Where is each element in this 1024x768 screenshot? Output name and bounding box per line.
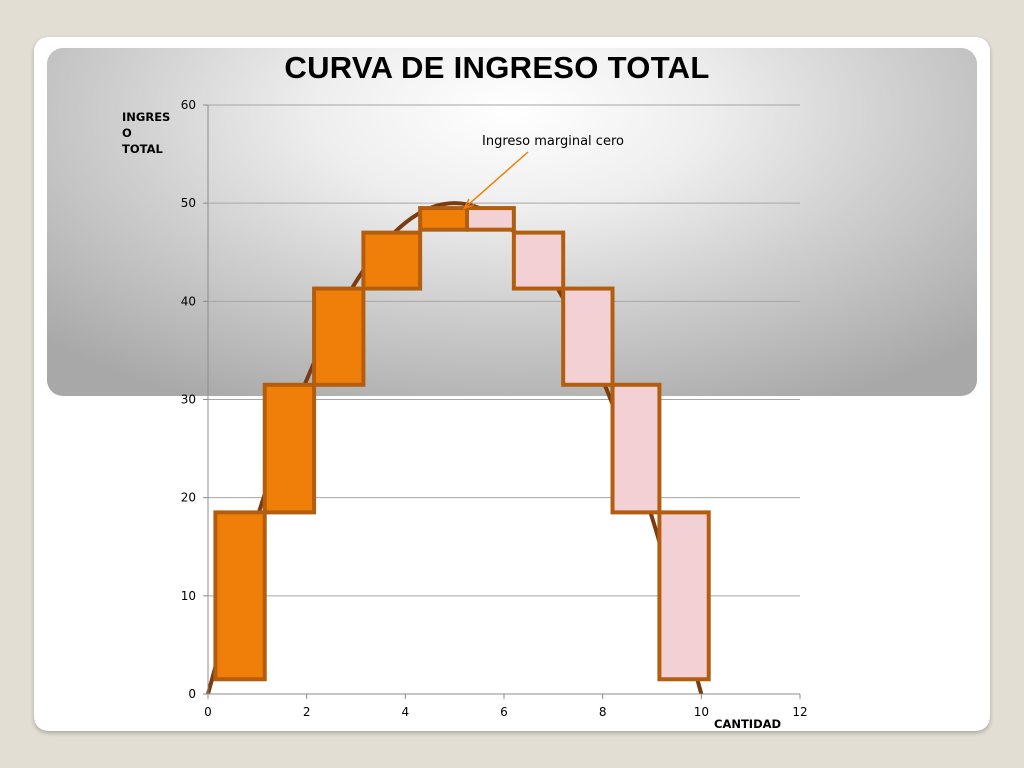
annotation-arrow-line bbox=[464, 151, 529, 209]
chart-title: CURVA DE INGRESO TOTAL bbox=[284, 50, 710, 85]
x-tick-label: 4 bbox=[402, 705, 410, 719]
annotation-label: Ingreso marginal cero bbox=[482, 134, 624, 149]
x-tick-label: 0 bbox=[204, 705, 212, 719]
bar-10 bbox=[657, 510, 711, 682]
x-tick-label: 6 bbox=[500, 705, 508, 719]
grid-lines bbox=[208, 104, 800, 597]
bar-3 bbox=[312, 286, 366, 387]
x-tick-label: 12 bbox=[792, 705, 807, 719]
x-axis-label: CANTIDAD bbox=[714, 717, 782, 731]
axes: 0 10 20 30 40 50 60 0 2 4 6 8 10 12 bbox=[181, 98, 808, 719]
y-tick-label: 0 bbox=[188, 687, 196, 701]
x-tick-label: 10 bbox=[694, 705, 709, 719]
y-tick-label: 50 bbox=[181, 196, 196, 210]
bar-9 bbox=[610, 382, 662, 515]
y-tick-label: 10 bbox=[181, 589, 196, 603]
bar-8 bbox=[561, 286, 615, 387]
y-tick-label: 30 bbox=[181, 393, 196, 407]
bar-7 bbox=[511, 230, 566, 291]
x-tick-label: 2 bbox=[303, 705, 311, 719]
bar-5 bbox=[418, 206, 469, 232]
annotation-arrow-head bbox=[463, 198, 475, 210]
bar-2 bbox=[262, 382, 317, 515]
annotation-arrow bbox=[463, 151, 529, 210]
bar-1 bbox=[213, 510, 267, 682]
x-tick-label: 8 bbox=[599, 705, 607, 719]
y-tick-label: 20 bbox=[181, 491, 196, 505]
y-tick-label: 40 bbox=[181, 294, 196, 308]
y-axis-label: INGRES O TOTAL bbox=[122, 110, 171, 156]
bar-4 bbox=[361, 230, 423, 291]
bars bbox=[213, 206, 711, 682]
bar-6 bbox=[465, 206, 516, 232]
y-tick-label: 60 bbox=[181, 98, 196, 112]
